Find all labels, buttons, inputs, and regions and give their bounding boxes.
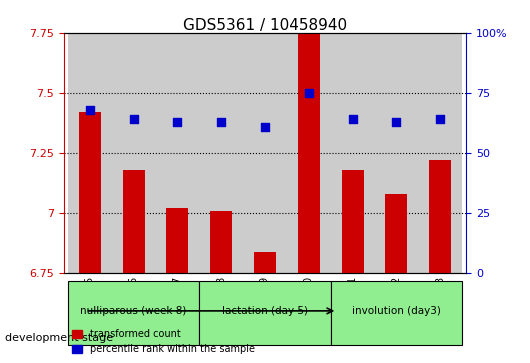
Legend: transformed count, percentile rank within the sample: transformed count, percentile rank withi… <box>68 326 259 358</box>
Bar <box>112 33 155 273</box>
Text: development stage: development stage <box>5 333 113 343</box>
Point <box>129 117 138 122</box>
Bar <box>429 160 451 273</box>
Bar <box>199 33 243 273</box>
Bar <box>155 33 199 273</box>
Text: lactation (day 5): lactation (day 5) <box>222 306 308 316</box>
Bar <box>342 170 364 273</box>
Text: GDS5361 / 10458940: GDS5361 / 10458940 <box>183 18 347 33</box>
Point <box>436 117 444 122</box>
Text: involution (day3): involution (day3) <box>352 306 441 316</box>
Bar <box>254 252 276 273</box>
Point <box>392 119 401 125</box>
Bar <box>287 33 331 273</box>
Point <box>261 124 269 130</box>
Text: nulliparous (week 8): nulliparous (week 8) <box>81 306 187 316</box>
FancyBboxPatch shape <box>199 281 331 345</box>
Bar <box>79 112 101 273</box>
Bar <box>298 28 320 273</box>
Bar <box>331 33 375 273</box>
FancyBboxPatch shape <box>68 281 199 345</box>
Bar <box>123 170 145 273</box>
Bar <box>385 194 407 273</box>
Bar <box>375 33 418 273</box>
Point <box>217 119 225 125</box>
Point <box>173 119 182 125</box>
Bar <box>418 33 462 273</box>
Bar <box>243 33 287 273</box>
FancyBboxPatch shape <box>331 281 462 345</box>
Bar <box>166 208 188 273</box>
Point <box>86 107 94 113</box>
Bar <box>210 211 232 273</box>
Point <box>348 117 357 122</box>
Point <box>305 90 313 96</box>
Bar <box>68 33 112 273</box>
